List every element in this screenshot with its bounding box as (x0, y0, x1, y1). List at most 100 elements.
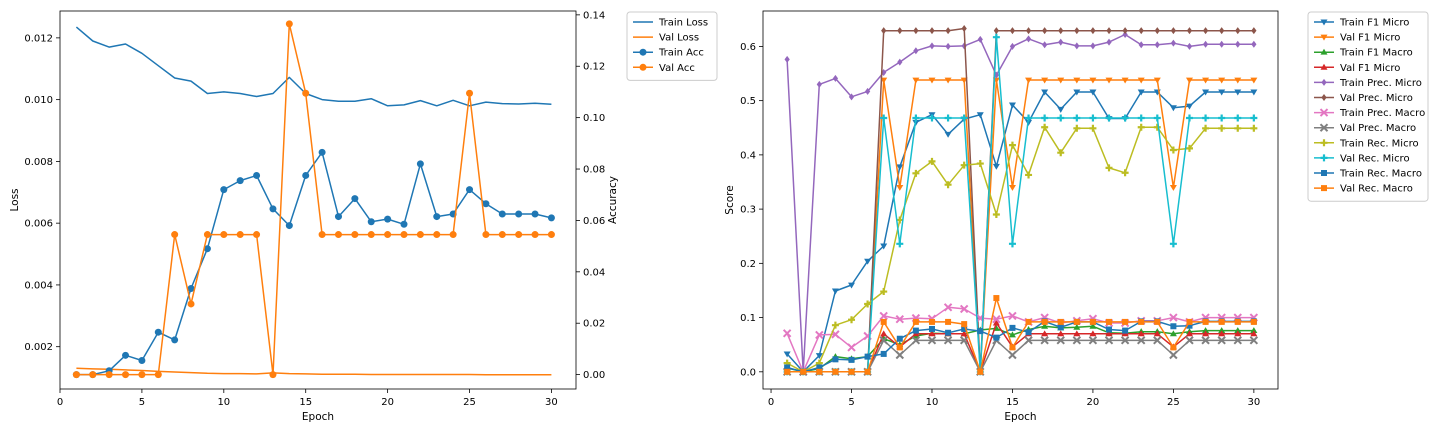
loss-acc-point-val-acc (400, 231, 408, 239)
score-legend-marker (1320, 139, 1328, 147)
loss-acc-point-val-acc (318, 231, 326, 239)
score-point-val-f1-micro (1153, 77, 1161, 84)
score-point-train-prec-micro (1122, 30, 1128, 38)
score-point-val-rec-micro (1121, 114, 1129, 122)
score-point-train-prec-micro (1235, 40, 1241, 48)
score-point-train-rec-macro (1057, 324, 1064, 331)
score-point-val-rec-macro (1202, 318, 1209, 325)
score-point-val-prec-macro (1008, 350, 1017, 360)
score-point-val-rec-macro (961, 321, 968, 328)
score-point-val-prec-micro (1074, 27, 1080, 35)
score-point-train-prec-macro (1008, 311, 1017, 321)
score-point-train-f1-micro (992, 163, 1000, 170)
score-point-val-f1-micro (960, 330, 968, 337)
loss-acc-point-val-acc (269, 371, 277, 379)
score-point-train-rec-macro (928, 325, 935, 332)
score-point-val-rec-macro (1138, 318, 1145, 325)
score-point-train-prec-micro (977, 35, 983, 43)
score-point-train-f1-macro (1202, 327, 1210, 334)
score-point-train-f1-micro (1041, 89, 1049, 96)
score-legend-item-val-prec-micro-5: Val Prec. Micro (1314, 93, 1413, 104)
score-point-train-rec-macro (1025, 329, 1032, 336)
score-point-train-prec-micro (784, 55, 790, 63)
score-point-val-f1-micro (1008, 184, 1016, 191)
loss-acc-y2-tick-label: 0.12 (583, 62, 605, 73)
score-point-val-rec-macro (784, 368, 791, 375)
score-point-train-rec-micro (1121, 169, 1129, 177)
loss-acc-point-train-acc (187, 285, 195, 293)
score-point-val-f1-micro (896, 184, 904, 191)
score-point-val-prec-micro (1106, 27, 1112, 35)
loss-acc-series-train-loss-0 (75, 26, 552, 107)
score-line-val-f1-micro (787, 79, 1254, 373)
score-series-val-prec-macro-7 (782, 336, 1259, 377)
score-point-val-f1-micro (1234, 77, 1242, 84)
score-point-train-rec-micro (848, 316, 856, 324)
score-legend-label: Val F1 Micro (1340, 33, 1400, 44)
score-point-train-f1-micro (783, 351, 791, 358)
score-point-train-rec-micro (1008, 141, 1016, 149)
score-point-train-rec-macro (1122, 327, 1129, 334)
loss-acc-point-val-acc (253, 231, 261, 239)
score-legend-item-train-f1-micro-0: Train F1 Micro (1314, 18, 1409, 29)
score-point-val-prec-macro (1072, 336, 1082, 345)
score-point-val-prec-micro (1170, 27, 1177, 35)
loss-acc-point-val-acc (351, 231, 359, 239)
score-point-val-rec-micro (1137, 114, 1145, 122)
score-point-train-prec-micro (848, 93, 855, 101)
loss-acc-y2-tick-label: 0.00 (583, 370, 605, 381)
score-legend-marker (1320, 154, 1328, 162)
score-point-train-f1-micro (976, 112, 984, 119)
score-point-val-prec-micro (1154, 27, 1160, 35)
score-point-val-prec-micro (1058, 27, 1064, 35)
loss-acc-point-val-acc (531, 231, 539, 239)
score-legend-item-val-f1-micro-3: Val F1 Micro (1314, 63, 1400, 74)
score-point-train-f1-micro (831, 288, 839, 295)
score-point-val-rec-micro (960, 114, 968, 122)
score-point-train-prec-micro (1170, 39, 1177, 47)
loss-acc-point-train-acc (482, 200, 490, 208)
loss-acc-point-train-acc (547, 214, 555, 222)
score-legend-label: Val Prec. Micro (1340, 93, 1413, 104)
score-point-val-prec-macro (1136, 336, 1146, 345)
loss-acc-point-train-acc (351, 195, 359, 203)
score-point-train-rec-micro (992, 211, 1000, 219)
loss-acc-point-train-acc (367, 218, 375, 226)
score-point-train-f1-macro (1008, 331, 1016, 338)
loss-acc-legend-item-val-acc-3: Val Acc (633, 63, 695, 74)
score-y-axis-label: Score (724, 185, 736, 214)
loss-acc-point-val-acc (203, 231, 211, 239)
score-point-train-prec-micro (1138, 41, 1144, 49)
score-point-val-prec-micro (897, 27, 903, 35)
loss-acc-point-train-acc (302, 171, 310, 179)
score-legend-marker (1321, 185, 1327, 192)
score-point-val-rec-macro (1057, 318, 1064, 325)
score-point-train-f1-micro (1057, 106, 1065, 113)
score-chart: 0 5 10 15 20 25 30 0.0 0.1 0.2 0.3 0.4 0.5 0.6 Epoch Sc… (724, 10, 1429, 423)
loss-acc-point-train-acc (154, 328, 162, 336)
score-point-train-prec-micro (832, 74, 839, 82)
score-point-train-prec-micro (929, 42, 935, 50)
score-point-val-prec-macro (895, 350, 905, 360)
score-legend-marker (1321, 94, 1327, 101)
score-point-val-f1-micro (1105, 77, 1113, 84)
score-point-val-f1-micro (1089, 77, 1097, 84)
loss-acc-x-tick-label: 20 (381, 397, 394, 408)
score-point-train-rec-micro (880, 288, 888, 296)
loss-acc-x-tick-label: 15 (299, 397, 312, 408)
loss-acc-point-train-acc (122, 351, 130, 359)
loss-acc-y-tick-label: 0.004 (24, 280, 53, 291)
score-series-val-prec-micro-5 (784, 25, 1257, 376)
score-point-val-f1-micro (1218, 77, 1226, 84)
score-point-train-f1-micro (1218, 89, 1226, 96)
loss-acc-series-val-loss-1 (76, 367, 552, 376)
score-point-train-rec-micro (1057, 149, 1065, 157)
score-point-train-prec-micro (1025, 35, 1032, 43)
score-line-val-rec-macro (787, 297, 1254, 373)
score-point-val-f1-micro (880, 330, 888, 337)
score-point-val-prec-micro (1009, 27, 1016, 35)
score-point-train-f1-micro (880, 243, 888, 250)
score-point-train-prec-micro (864, 87, 871, 95)
score-y-tick-label: 0.1 (740, 313, 756, 324)
score-point-train-prec-micro (1009, 42, 1016, 50)
